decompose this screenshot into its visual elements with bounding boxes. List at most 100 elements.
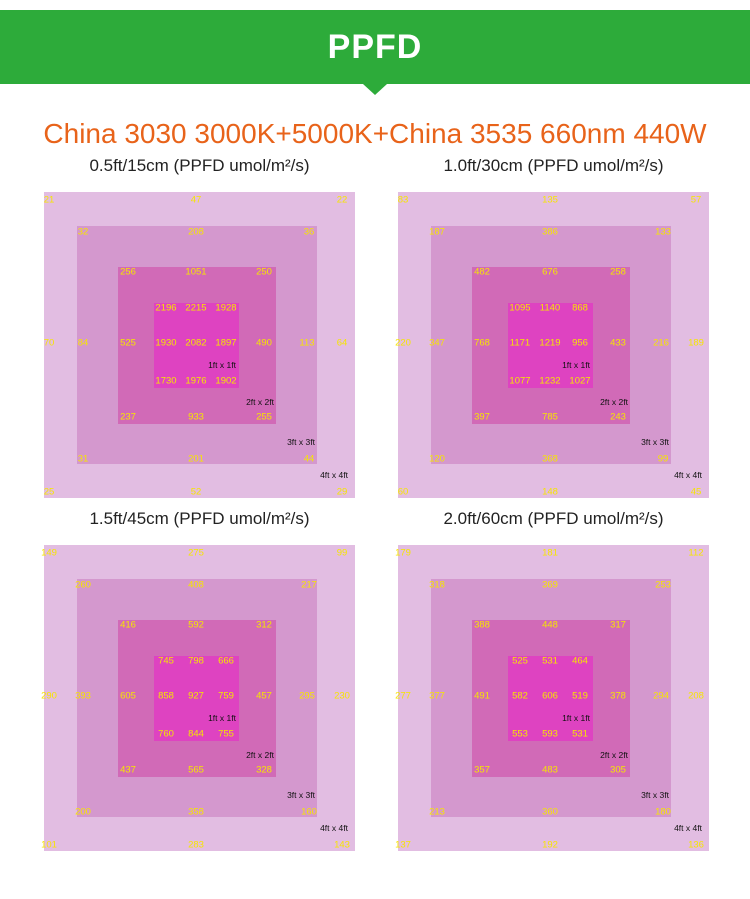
ppfd-value-3ft: 217 <box>301 579 317 591</box>
ppfd-value-3ft: 318 <box>429 579 445 591</box>
ppfd-value-2ft: 388 <box>474 619 490 631</box>
zone-size-label: 2ft x 2ft <box>600 750 628 760</box>
ppfd-value-3ft: 84 <box>77 337 89 349</box>
ppfd-value-1ft: 2196 <box>155 302 177 314</box>
ppfd-value-2ft: 565 <box>188 764 204 776</box>
chart-title: 1.5ft/45cm (PPFD umol/m²/s) <box>89 509 310 528</box>
ppfd-value-4ft: 45 <box>690 486 702 498</box>
ppfd-value-4ft: 148 <box>542 486 558 498</box>
ppfd-value-1ft: 1219 <box>539 337 561 349</box>
ppfd-value-4ft: 283 <box>188 839 204 851</box>
ppfd-value-2ft: 491 <box>474 690 490 702</box>
ppfd-value-4ft: 101 <box>41 839 57 851</box>
zone-size-label: 2ft x 2ft <box>600 397 628 407</box>
zone-size-label: 2ft x 2ft <box>246 397 274 407</box>
ppfd-value-2ft: 250 <box>256 266 272 278</box>
ppfd-value-4ft: 47 <box>190 194 202 206</box>
ppfd-value-4ft: 64 <box>336 337 348 349</box>
zone-size-label: 1ft x 1ft <box>208 713 236 723</box>
ppfd-value-4ft: 112 <box>688 547 704 559</box>
ppfd-value-2ft: 605 <box>120 690 136 702</box>
zone-size-label: 1ft x 1ft <box>562 713 590 723</box>
ppfd-value-1ft: 1095 <box>509 302 531 314</box>
ppfd-value-2ft: 525 <box>120 337 136 349</box>
ppfd-value-3ft: 160 <box>301 806 317 818</box>
ppfd-value-3ft: 133 <box>655 226 671 238</box>
ppfd-value-1ft: 553 <box>512 728 528 740</box>
ppfd-value-2ft: 312 <box>256 619 272 631</box>
ppfd-value-1ft: 1140 <box>539 302 561 314</box>
ppfd-value-2ft: 433 <box>610 337 626 349</box>
ppfd-value-2ft: 482 <box>474 266 490 278</box>
banner-notch <box>363 84 387 95</box>
ppfd-value-2ft: 416 <box>120 619 136 631</box>
ppfd-value-2ft: 378 <box>610 690 626 702</box>
zone-1ft <box>508 656 593 741</box>
zone-size-label: 4ft x 4ft <box>674 823 702 833</box>
ppfd-chart-1: 1.0ft/30cm (PPFD umol/m²/s) 83 135 57 220 18… <box>395 156 709 498</box>
zone-size-label: 3ft x 3ft <box>641 437 669 447</box>
ppfd-value-1ft: 868 <box>572 302 588 314</box>
zone-size-label: 4ft x 4ft <box>320 470 348 480</box>
ppfd-value-4ft: 21 <box>43 194 55 206</box>
ppfd-value-1ft: 531 <box>572 728 588 740</box>
ppfd-value-2ft: 397 <box>474 411 490 423</box>
ppfd-value-1ft: 531 <box>542 655 558 667</box>
ppfd-value-1ft: 755 <box>218 728 234 740</box>
ppfd-value-1ft: 927 <box>188 690 204 702</box>
ppfd-value-2ft: 785 <box>542 411 558 423</box>
ppfd-value-3ft: 201 <box>188 453 204 465</box>
ppfd-value-3ft: 368 <box>542 453 558 465</box>
ppfd-value-1ft: 666 <box>218 655 234 667</box>
chart-title: 2.0ft/60cm (PPFD umol/m²/s) <box>443 509 664 528</box>
ppfd-value-2ft: 256 <box>120 266 136 278</box>
zone-size-label: 3ft x 3ft <box>641 790 669 800</box>
ppfd-value-2ft: 243 <box>610 411 626 423</box>
ppfd-value-2ft: 448 <box>542 619 558 631</box>
ppfd-value-1ft: 464 <box>572 655 588 667</box>
ppfd-value-3ft: 180 <box>655 806 671 818</box>
ppfd-value-1ft: 582 <box>512 690 528 702</box>
ppfd-value-3ft: 44 <box>303 453 315 465</box>
ppfd-value-1ft: 1976 <box>185 375 207 387</box>
ppfd-value-2ft: 317 <box>610 619 626 631</box>
ppfd-value-3ft: 213 <box>429 806 445 818</box>
ppfd-value-1ft: 1930 <box>155 337 177 349</box>
zone-1ft <box>154 303 239 388</box>
ppfd-value-4ft: 189 <box>688 337 704 349</box>
ppfd-value-1ft: 956 <box>572 337 588 349</box>
ppfd-value-1ft: 1902 <box>215 375 237 387</box>
ppfd-value-3ft: 358 <box>188 806 204 818</box>
zone-size-label: 1ft x 1ft <box>208 360 236 370</box>
ppfd-value-1ft: 745 <box>158 655 174 667</box>
ppfd-value-3ft: 200 <box>75 806 91 818</box>
ppfd-value-4ft: 179 <box>395 547 411 559</box>
ppfd-value-2ft: 933 <box>188 411 204 423</box>
ppfd-value-1ft: 1928 <box>215 302 237 314</box>
ppfd-value-4ft: 275 <box>188 547 204 559</box>
ppfd-value-4ft: 83 <box>397 194 409 206</box>
ppfd-value-2ft: 592 <box>188 619 204 631</box>
ppfd-value-2ft: 457 <box>256 690 272 702</box>
ppfd-value-3ft: 32 <box>77 226 89 238</box>
ppfd-value-1ft: 1232 <box>539 375 561 387</box>
ppfd-value-4ft: 137 <box>395 839 411 851</box>
ppfd-value-4ft: 25 <box>43 486 55 498</box>
chart-title: 1.0ft/30cm (PPFD umol/m²/s) <box>443 156 664 175</box>
ppfd-value-3ft: 31 <box>77 453 89 465</box>
ppfd-value-2ft: 490 <box>256 337 272 349</box>
ppfd-value-1ft: 593 <box>542 728 558 740</box>
ppfd-value-4ft: 57 <box>690 194 702 206</box>
zone-size-label: 4ft x 4ft <box>674 470 702 480</box>
ppfd-value-1ft: 519 <box>572 690 588 702</box>
ppfd-value-4ft: 136 <box>688 839 704 851</box>
ppfd-value-1ft: 759 <box>218 690 234 702</box>
ppfd-value-4ft: 70 <box>43 337 55 349</box>
ppfd-value-2ft: 483 <box>542 764 558 776</box>
ppfd-value-4ft: 290 <box>41 690 57 702</box>
ppfd-value-3ft: 408 <box>188 579 204 591</box>
banner-title: PPFD <box>327 28 423 66</box>
ppfd-value-2ft: 437 <box>120 764 136 776</box>
ppfd-value-3ft: 377 <box>429 690 445 702</box>
page-subtitle: China 3030 3000K+5000K+China 3535 660nm … <box>43 118 707 149</box>
